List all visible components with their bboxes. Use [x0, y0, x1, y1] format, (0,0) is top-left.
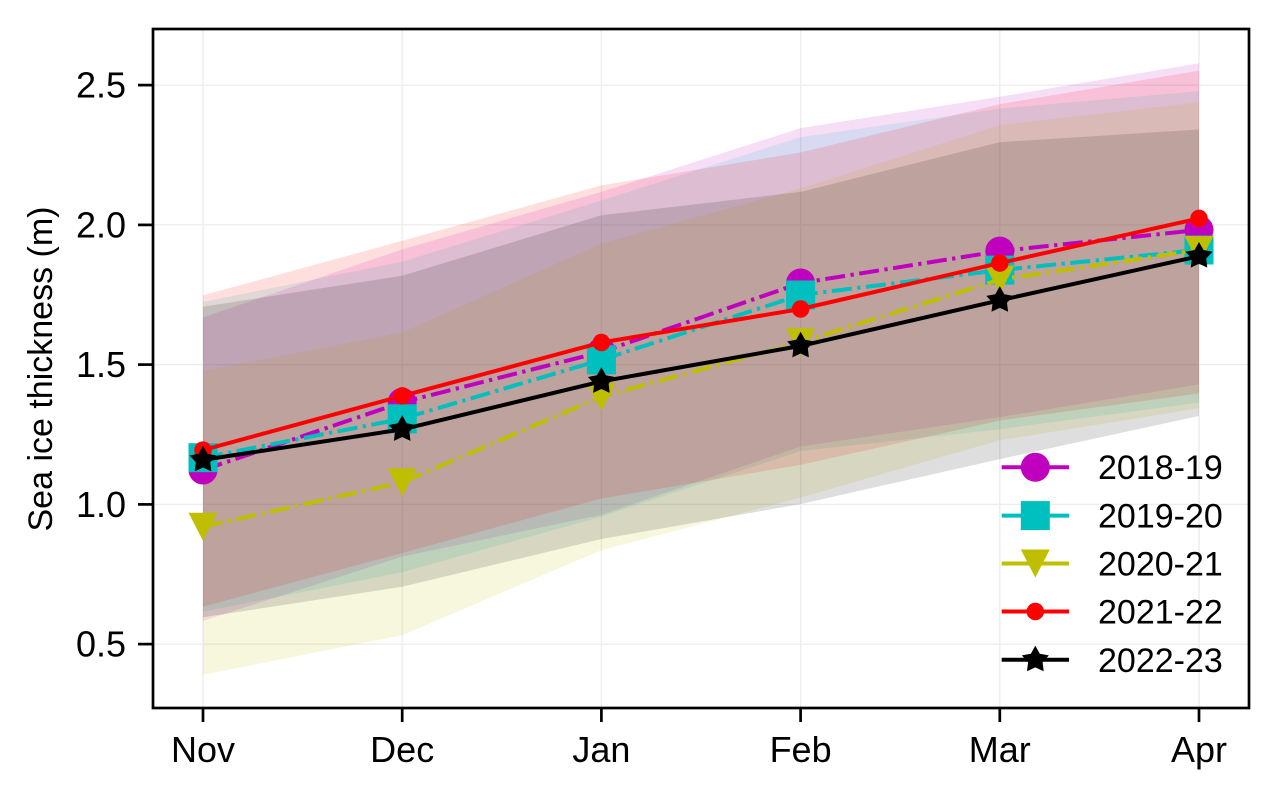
svg-text:0.5: 0.5 — [76, 624, 126, 665]
svg-text:2018-19: 2018-19 — [1098, 449, 1223, 487]
svg-text:Sea ice thickness (m): Sea ice thickness (m) — [22, 207, 60, 532]
svg-text:Dec: Dec — [370, 729, 434, 770]
svg-text:2020-21: 2020-21 — [1098, 546, 1223, 584]
svg-text:Nov: Nov — [171, 729, 235, 770]
svg-text:Jan: Jan — [572, 729, 630, 770]
svg-text:2021-22: 2021-22 — [1098, 594, 1223, 632]
svg-text:2.5: 2.5 — [76, 65, 126, 106]
svg-text:Feb: Feb — [770, 729, 832, 770]
svg-text:Apr: Apr — [1171, 729, 1227, 770]
svg-text:Mar: Mar — [969, 729, 1031, 770]
svg-text:2022-23: 2022-23 — [1098, 642, 1223, 680]
svg-text:1.0: 1.0 — [76, 484, 126, 525]
svg-text:1.5: 1.5 — [76, 344, 126, 385]
svg-text:2.0: 2.0 — [76, 204, 126, 245]
svg-text:2019-20: 2019-20 — [1098, 498, 1223, 536]
